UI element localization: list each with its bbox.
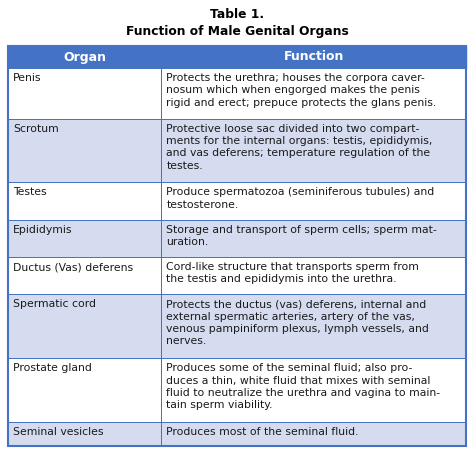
Text: Produces most of the seminal fluid.: Produces most of the seminal fluid. <box>166 427 359 437</box>
Bar <box>162 294 466 358</box>
Bar <box>8 183 162 220</box>
Bar <box>8 46 466 446</box>
Bar <box>8 68 162 119</box>
Bar <box>162 257 466 294</box>
Text: Produce spermatozoa (seminiferous tubules) and
testosterone.: Produce spermatozoa (seminiferous tubule… <box>166 188 435 210</box>
Bar <box>162 422 466 446</box>
Text: Table 1.: Table 1. <box>210 8 264 21</box>
Bar <box>162 46 466 68</box>
Text: Ductus (Vas) deferens: Ductus (Vas) deferens <box>13 262 133 272</box>
Text: Storage and transport of sperm cells; sperm mat-
uration.: Storage and transport of sperm cells; sp… <box>166 225 437 247</box>
Text: Organ: Organ <box>63 51 106 64</box>
Text: Protects the ductus (vas) deferens, internal and
external spermatic arteries, ar: Protects the ductus (vas) deferens, inte… <box>166 299 429 346</box>
Bar <box>162 183 466 220</box>
Text: Prostate gland: Prostate gland <box>13 363 92 373</box>
Bar <box>8 294 162 358</box>
Bar <box>162 68 466 119</box>
Bar <box>8 358 162 422</box>
Bar <box>162 220 466 257</box>
Text: Produces some of the seminal fluid; also pro-
duces a thin, white fluid that mix: Produces some of the seminal fluid; also… <box>166 363 440 410</box>
Bar <box>8 422 162 446</box>
Bar <box>8 257 162 294</box>
Text: Epididymis: Epididymis <box>13 225 73 235</box>
Bar <box>8 119 162 183</box>
Bar <box>8 46 162 68</box>
Bar <box>8 220 162 257</box>
Text: Protects the urethra; houses the corpora caver-
nosum which when engorged makes : Protects the urethra; houses the corpora… <box>166 73 437 108</box>
Text: Function: Function <box>283 51 344 64</box>
Text: Seminal vesicles: Seminal vesicles <box>13 427 103 437</box>
Text: Protective loose sac divided into two compart-
ments for the internal organs: te: Protective loose sac divided into two co… <box>166 124 433 171</box>
Bar <box>162 119 466 183</box>
Text: Spermatic cord: Spermatic cord <box>13 299 96 309</box>
Text: Scrotum: Scrotum <box>13 124 59 133</box>
Text: Cord-like structure that transports sperm from
the testis and epididymis into th: Cord-like structure that transports sper… <box>166 262 419 285</box>
Text: Penis: Penis <box>13 73 42 83</box>
Text: Function of Male Genital Organs: Function of Male Genital Organs <box>126 25 348 38</box>
Bar <box>162 358 466 422</box>
Text: Testes: Testes <box>13 188 46 198</box>
